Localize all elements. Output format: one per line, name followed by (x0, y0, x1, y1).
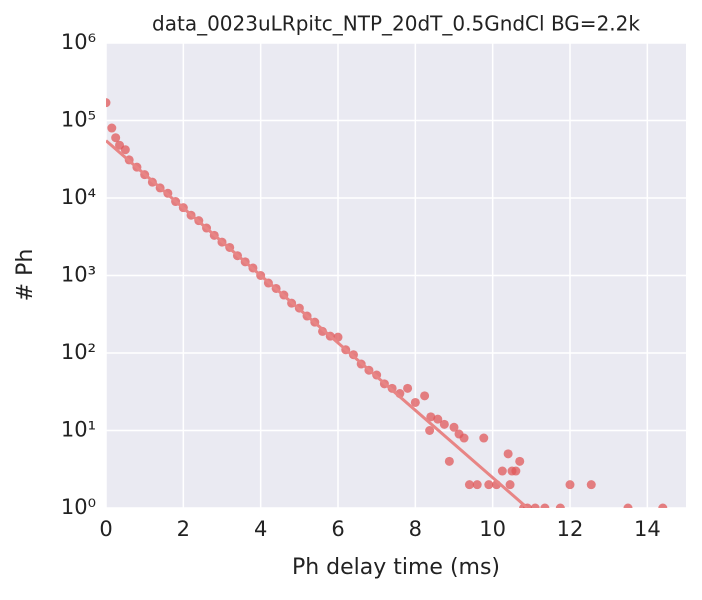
y-axis-label: # Ph (13, 249, 38, 302)
point (586, 480, 596, 490)
y-tick-label: 10³ (61, 263, 96, 287)
point (623, 503, 633, 508)
y-tick-label: 10⁴ (61, 185, 96, 209)
point (410, 397, 420, 407)
point (111, 133, 121, 143)
x-axis-label: Ph delay time (ms) (292, 555, 500, 580)
x-tick-label: 2 (177, 517, 190, 541)
point (433, 414, 443, 424)
point (479, 433, 489, 443)
point (439, 419, 449, 429)
y-tick-label: 10⁶ (61, 30, 96, 54)
point (530, 503, 540, 508)
point (459, 433, 469, 443)
point (444, 456, 454, 466)
point (484, 480, 494, 490)
point (511, 466, 521, 476)
point (503, 449, 513, 459)
point (555, 503, 565, 508)
point (505, 480, 515, 490)
point (403, 383, 413, 393)
y-tick-label: 10⁰ (61, 495, 96, 519)
x-tick-label: 4 (254, 517, 267, 541)
x-tick-label: 12 (557, 517, 584, 541)
marks (106, 98, 668, 508)
point (420, 391, 430, 401)
point (565, 480, 575, 490)
x-tick-label: 8 (409, 517, 422, 541)
point (426, 412, 436, 422)
y-tick-label: 10⁵ (61, 108, 96, 132)
point (658, 503, 668, 508)
x-tick-label: 0 (99, 517, 112, 541)
point (472, 480, 482, 490)
fit-line (106, 139, 529, 508)
x-tick-label: 6 (331, 517, 344, 541)
chart-title: data_0023uLRpitc_NTP_20dT_0.5GndCl BG=2.… (152, 12, 640, 36)
point (120, 145, 130, 155)
point (107, 123, 117, 133)
point (515, 456, 525, 466)
point (425, 426, 435, 435)
point (106, 98, 111, 108)
point (464, 480, 474, 490)
y-tick-label: 10² (61, 340, 96, 364)
point (449, 422, 459, 432)
y-tick-label: 10¹ (61, 418, 96, 442)
x-tick-label: 14 (634, 517, 661, 541)
point (540, 503, 550, 508)
grid (105, 42, 686, 509)
point (497, 466, 507, 476)
x-tick-label: 10 (479, 517, 506, 541)
